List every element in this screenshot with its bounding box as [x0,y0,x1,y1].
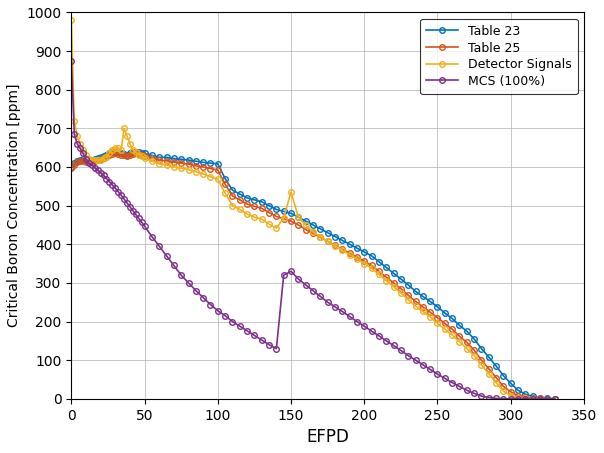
MCS (100%) [236,323,243,329]
Detector Signals [419,309,426,314]
Table 25 [243,201,251,207]
Table 23 [68,164,75,170]
MCS (100%) [123,200,130,206]
Line: Table 25: Table 25 [69,150,557,401]
MCS (100%) [132,212,140,217]
Table 23 [135,149,143,155]
Line: Table 23: Table 23 [69,149,557,401]
MCS (100%) [434,371,441,377]
MCS (100%) [135,216,143,221]
Detector Signals [434,321,441,326]
MCS (100%) [419,362,426,367]
Table 25 [135,151,143,157]
Table 23 [551,396,558,401]
MCS (100%) [68,58,75,63]
Table 23 [126,151,133,156]
X-axis label: EFPD: EFPD [306,428,349,446]
Detector Signals [123,133,130,139]
Table 23 [426,299,434,304]
Table 25 [138,153,146,158]
Table 25 [68,165,75,170]
Table 23 [441,310,448,316]
Detector Signals [551,396,558,401]
Table 23 [243,195,251,201]
MCS (100%) [500,396,507,401]
Detector Signals [68,18,75,23]
Line: MCS (100%): MCS (100%) [69,58,557,401]
Table 23 [112,149,119,154]
MCS (100%) [551,396,558,401]
Line: Detector Signals: Detector Signals [69,17,557,401]
Table 25 [426,309,434,315]
Table 25 [112,150,119,156]
Table 25 [126,153,133,158]
Table 25 [544,396,551,401]
Table 25 [551,396,558,401]
Table 23 [138,150,146,156]
Detector Signals [135,152,143,157]
Table 25 [441,321,448,326]
Detector Signals [529,396,536,401]
Y-axis label: Critical Boron Concentration [ppm]: Critical Boron Concentration [ppm] [7,84,21,328]
Detector Signals [236,207,243,212]
Detector Signals [132,149,140,155]
Legend: Table 23, Table 25, Detector Signals, MCS (100%): Table 23, Table 25, Detector Signals, MC… [420,19,577,94]
